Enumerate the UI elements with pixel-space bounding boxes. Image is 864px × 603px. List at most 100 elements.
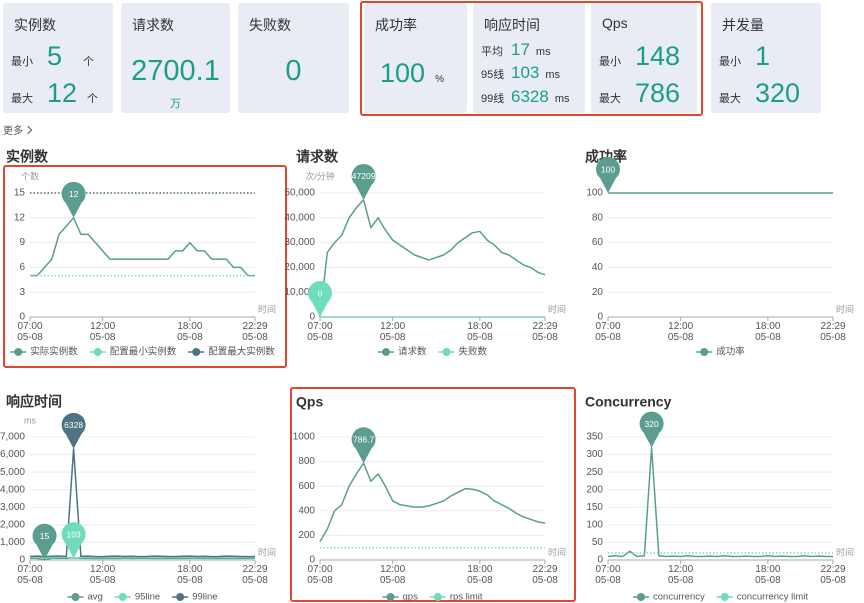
y-tick-label: 9 bbox=[19, 237, 25, 248]
x-tick-label: 12:00 05-08 bbox=[89, 564, 116, 586]
y-tick-label: 10,000 bbox=[284, 287, 315, 298]
row-label: 最小 bbox=[11, 56, 33, 68]
card-row: 最小 148 bbox=[599, 41, 680, 72]
legend-label: 成功率 bbox=[716, 346, 745, 358]
x-axis-label: 时间 bbox=[836, 303, 854, 314]
row-value: 103 bbox=[511, 63, 540, 82]
row-unit: 个 bbox=[87, 93, 99, 105]
y-tick-label: 7,000 bbox=[0, 432, 25, 443]
y-tick-label: 0 bbox=[19, 312, 25, 323]
legend-label: 配置最小实例数 bbox=[110, 346, 177, 358]
series-line bbox=[319, 462, 546, 542]
stat-card: 响应时间 平均 17 ms 95线 103 ms 99线 6328 ms bbox=[473, 3, 585, 113]
y-tick-label: 5,000 bbox=[0, 467, 25, 478]
card-title: 实例数 bbox=[14, 17, 56, 33]
y-tick-label: 3 bbox=[19, 287, 25, 298]
pin: 6328 bbox=[61, 412, 86, 449]
x-tick-label: 18:00 05-08 bbox=[467, 564, 493, 586]
y-tick-label: 150 bbox=[586, 502, 603, 513]
legend-label: concurrency bbox=[653, 592, 705, 603]
highlight-box bbox=[290, 387, 576, 602]
row-value: 12 bbox=[47, 78, 78, 108]
pin-label: 786.7 bbox=[353, 434, 375, 444]
stat-card: Qps 最小 148 最大 786 bbox=[591, 3, 697, 113]
y-tick-label: 0 bbox=[597, 555, 603, 566]
legend-marker bbox=[433, 593, 442, 601]
card-value: 100 bbox=[380, 58, 426, 88]
card-row: 99线 6328 ms bbox=[481, 87, 570, 107]
x-tick-label: 18:00 05-08 bbox=[755, 321, 781, 343]
y-tick-label: 200 bbox=[298, 530, 315, 541]
pin: 100 bbox=[596, 157, 621, 193]
pin: 320 bbox=[639, 411, 664, 448]
card-title: 成功率 bbox=[375, 17, 417, 33]
y-tick-label: 1,000 bbox=[0, 537, 25, 548]
legend-marker bbox=[71, 593, 80, 601]
x-tick-label: 12:00 05-08 bbox=[667, 564, 694, 586]
pin-marker bbox=[32, 523, 57, 560]
y-tick-label: 6,000 bbox=[0, 449, 25, 460]
pin: 12 bbox=[61, 181, 86, 218]
card-unit: % bbox=[435, 74, 444, 85]
y-tick-label: 0 bbox=[309, 555, 315, 566]
chart-title: Concurrency bbox=[585, 394, 672, 410]
card-unit: 万 bbox=[170, 98, 181, 110]
x-tick-label: 18:00 05-08 bbox=[177, 564, 203, 586]
x-axis-label: 时间 bbox=[548, 546, 566, 557]
pin-label: 103 bbox=[67, 529, 81, 539]
stat-card: 并发量 最小 1 最大 320 bbox=[711, 3, 821, 113]
row-label: 95线 bbox=[481, 69, 505, 81]
card-row: 最大 12 个 bbox=[11, 78, 98, 109]
row-value: 1 bbox=[755, 41, 771, 71]
x-tick-label: 12:00 05-08 bbox=[379, 564, 406, 586]
y-tick-label: 40,000 bbox=[284, 212, 315, 223]
y-tick-label: 20,000 bbox=[284, 262, 315, 273]
y-tick-label: 800 bbox=[298, 456, 315, 467]
y-axis-unit: 个数 bbox=[21, 170, 39, 181]
more-link[interactable]: 更多 bbox=[3, 122, 31, 137]
pin-marker bbox=[351, 427, 376, 464]
legend: avg 95line 99line bbox=[67, 592, 218, 603]
y-axis-unit: 次/分钟 bbox=[305, 170, 335, 181]
pin: 786.7 bbox=[351, 427, 376, 464]
series-line bbox=[29, 557, 256, 561]
y-tick-label: 12 bbox=[14, 212, 26, 223]
x-tick-label: 12:00 05-08 bbox=[379, 321, 406, 343]
row-unit: 个 bbox=[83, 56, 94, 68]
stat-card: 请求数 2700.1 万 bbox=[121, 3, 230, 113]
row-value: 5 bbox=[47, 41, 63, 71]
legend: qps rps limit bbox=[382, 592, 483, 603]
card-row: 95线 103 ms bbox=[481, 63, 560, 83]
legend-marker bbox=[720, 593, 729, 601]
row-value: 148 bbox=[635, 41, 681, 71]
legend-label: 实际实例数 bbox=[30, 346, 78, 358]
card-row: 最小 1 bbox=[719, 41, 781, 72]
pin: 0 bbox=[308, 281, 332, 317]
card-row: 平均 17 ms bbox=[481, 40, 551, 60]
x-tick-label: 18:00 05-08 bbox=[755, 564, 781, 586]
legend-label: 失败数 bbox=[459, 346, 488, 358]
legend-marker bbox=[442, 348, 451, 356]
card-title: 请求数 bbox=[132, 17, 174, 33]
row-unit: ms bbox=[545, 69, 561, 81]
pin-marker bbox=[639, 411, 664, 448]
legend-label: 请求数 bbox=[398, 346, 427, 358]
legend-marker bbox=[637, 593, 645, 601]
x-tick-label: 07:00 05-08 bbox=[307, 564, 333, 586]
stat-card: 成功率 100% bbox=[364, 3, 467, 113]
x-axis-label: 时间 bbox=[258, 546, 276, 557]
y-tick-label: 0 bbox=[309, 312, 315, 323]
pin-label: 47209 bbox=[352, 171, 376, 181]
pin-marker bbox=[596, 157, 621, 193]
y-tick-label: 50 bbox=[592, 537, 604, 548]
series-line bbox=[319, 199, 546, 318]
y-tick-label: 3,000 bbox=[0, 502, 25, 513]
x-tick-label: 22:29 05-08 bbox=[820, 564, 846, 586]
x-tick-label: 07:00 05-08 bbox=[595, 321, 621, 343]
y-tick-label: 200 bbox=[586, 484, 603, 495]
legend-marker bbox=[176, 593, 185, 601]
pin-label: 12 bbox=[69, 189, 79, 199]
series-line bbox=[30, 217, 255, 277]
card-value: 2700.1 bbox=[131, 55, 220, 87]
